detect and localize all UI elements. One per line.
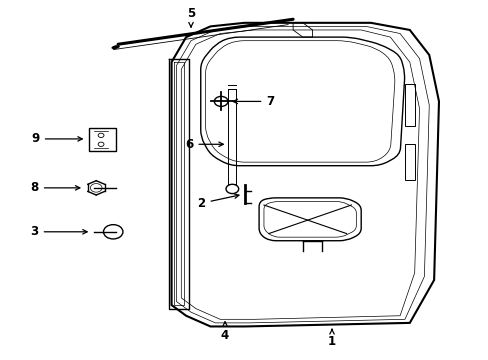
Ellipse shape (111, 45, 120, 49)
Text: 9: 9 (31, 132, 82, 145)
Text: 3: 3 (30, 225, 87, 238)
Text: 1: 1 (327, 329, 335, 348)
Text: 8: 8 (30, 181, 80, 194)
Text: 4: 4 (221, 322, 229, 342)
Text: 7: 7 (233, 95, 274, 108)
Text: 2: 2 (197, 194, 239, 210)
Text: 6: 6 (185, 138, 223, 151)
Text: 5: 5 (186, 8, 195, 27)
